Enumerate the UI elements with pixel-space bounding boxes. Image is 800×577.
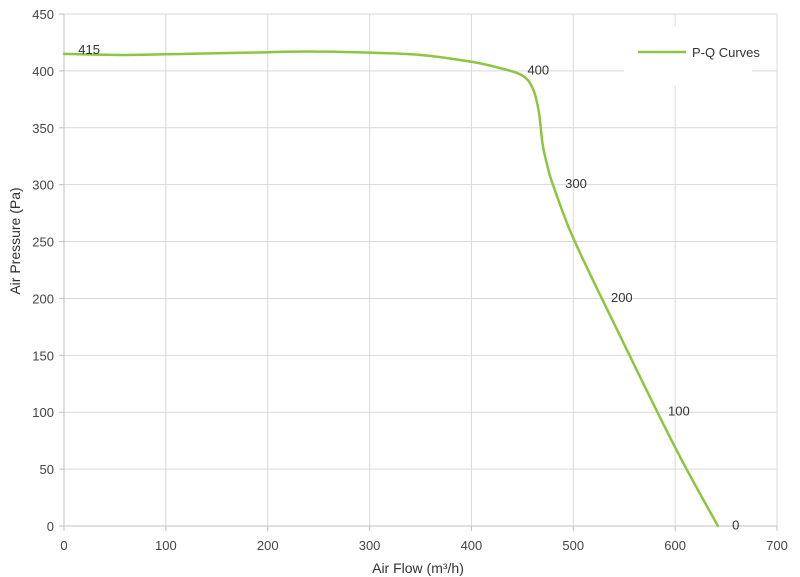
x-tick-label: 100 — [155, 538, 177, 553]
data-label: 200 — [611, 290, 633, 305]
legend-box — [624, 26, 752, 86]
x-axis-title: Air Flow (m³/h) — [372, 560, 464, 576]
data-label: 400 — [527, 62, 549, 77]
legend: P-Q Curves — [624, 26, 760, 86]
y-tick-label: 200 — [32, 291, 54, 306]
data-label: 415 — [78, 42, 100, 57]
y-tick-label: 100 — [32, 405, 54, 420]
y-axis-title: Air Pressure (Pa) — [7, 187, 23, 294]
y-tick-label: 250 — [32, 235, 54, 250]
y-tick-label: 350 — [32, 121, 54, 136]
y-tick-label: 450 — [32, 7, 54, 22]
y-tick-label: 400 — [32, 64, 54, 79]
legend-entry-label: P-Q Curves — [692, 45, 760, 60]
data-label: 300 — [565, 176, 587, 191]
y-tick-label: 50 — [40, 462, 54, 477]
x-tick-label: 200 — [257, 538, 279, 553]
axes — [59, 13, 778, 531]
x-tick-label: 400 — [461, 538, 483, 553]
series-lines — [62, 50, 720, 528]
x-tick-label: 500 — [562, 538, 584, 553]
grid-lines — [64, 13, 778, 526]
y-tick-label: 0 — [47, 519, 54, 534]
x-tick-label: 300 — [359, 538, 381, 553]
data-label: 0 — [732, 517, 739, 532]
x-tick-label: 700 — [766, 538, 788, 553]
data-labels: 415 400 300 200 100 0 — [78, 42, 739, 533]
y-tick-labels: 0 50 100 150 200 250 300 350 400 450 — [32, 7, 54, 534]
series-line-pq-curve — [62, 50, 720, 528]
x-tick-label: 0 — [60, 538, 67, 553]
x-tick-label: 600 — [664, 538, 686, 553]
y-tick-label: 150 — [32, 348, 54, 363]
data-label: 100 — [668, 404, 690, 419]
x-tick-labels: 0 100 200 300 400 500 600 700 — [60, 538, 787, 553]
y-tick-label: 300 — [32, 178, 54, 193]
